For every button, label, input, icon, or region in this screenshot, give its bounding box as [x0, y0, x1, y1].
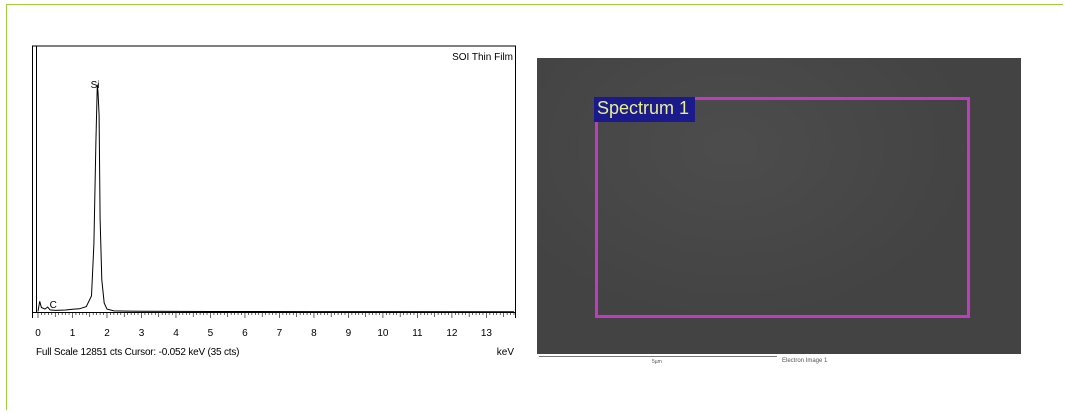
- spectrum-trace: [37, 84, 515, 313]
- image-caption: Electron Image 1: [782, 358, 828, 364]
- x-tick-label: 13: [481, 328, 493, 339]
- x-axis-unit: keV: [496, 347, 514, 358]
- x-tick-label: 1: [70, 328, 76, 339]
- peak-annotations: Si C: [50, 80, 100, 311]
- x-tick-label: 5: [208, 328, 214, 339]
- peak-label-si: Si: [91, 80, 100, 91]
- x-tick-label: 12: [446, 328, 458, 339]
- x-tick-label: 3: [139, 328, 145, 339]
- eds-spectrum-panel: SOI Thin Film 0 1 2 3 4 5 6 7 8 9 10 11 12 13 Si C Ful…: [32, 45, 516, 364]
- x-tick-label: 10: [377, 328, 389, 339]
- image-footer: 5µm Electron Image 1: [537, 354, 1021, 370]
- spectrum-chart: SOI Thin Film 0 1 2 3 4 5 6 7 8 9 10 11 12 13 SiC: [32, 45, 516, 339]
- spectrum-roi-box[interactable]: [595, 97, 970, 318]
- x-tick-label: 9: [346, 328, 352, 339]
- x-tick-labels: 0 1 2 3 4 5 6 7 8 9 10 11 12 13: [35, 328, 492, 339]
- electron-image-panel: Spectrum 1: [537, 58, 1021, 354]
- x-tick-label: 6: [242, 328, 248, 339]
- peak-label-c: C: [50, 300, 57, 311]
- x-tick-label: 4: [173, 328, 179, 339]
- scale-bar-label: 5µm: [652, 359, 662, 365]
- x-axis-ticks: [37, 312, 515, 318]
- x-tick-label: 8: [311, 328, 317, 339]
- scale-bar: [539, 356, 777, 357]
- roi-label: Spectrum 1: [594, 97, 696, 122]
- spectrum-status-text: Full Scale 12851 cts Cursor: -0.052 keV …: [36, 347, 240, 358]
- spectrum-title: SOI Thin Film: [452, 52, 513, 63]
- x-tick-label: 7: [277, 328, 283, 339]
- x-tick-label: 0: [35, 328, 41, 339]
- content-frame: [6, 4, 1063, 410]
- x-tick-label: 11: [412, 328, 423, 339]
- x-tick-label: 2: [104, 328, 110, 339]
